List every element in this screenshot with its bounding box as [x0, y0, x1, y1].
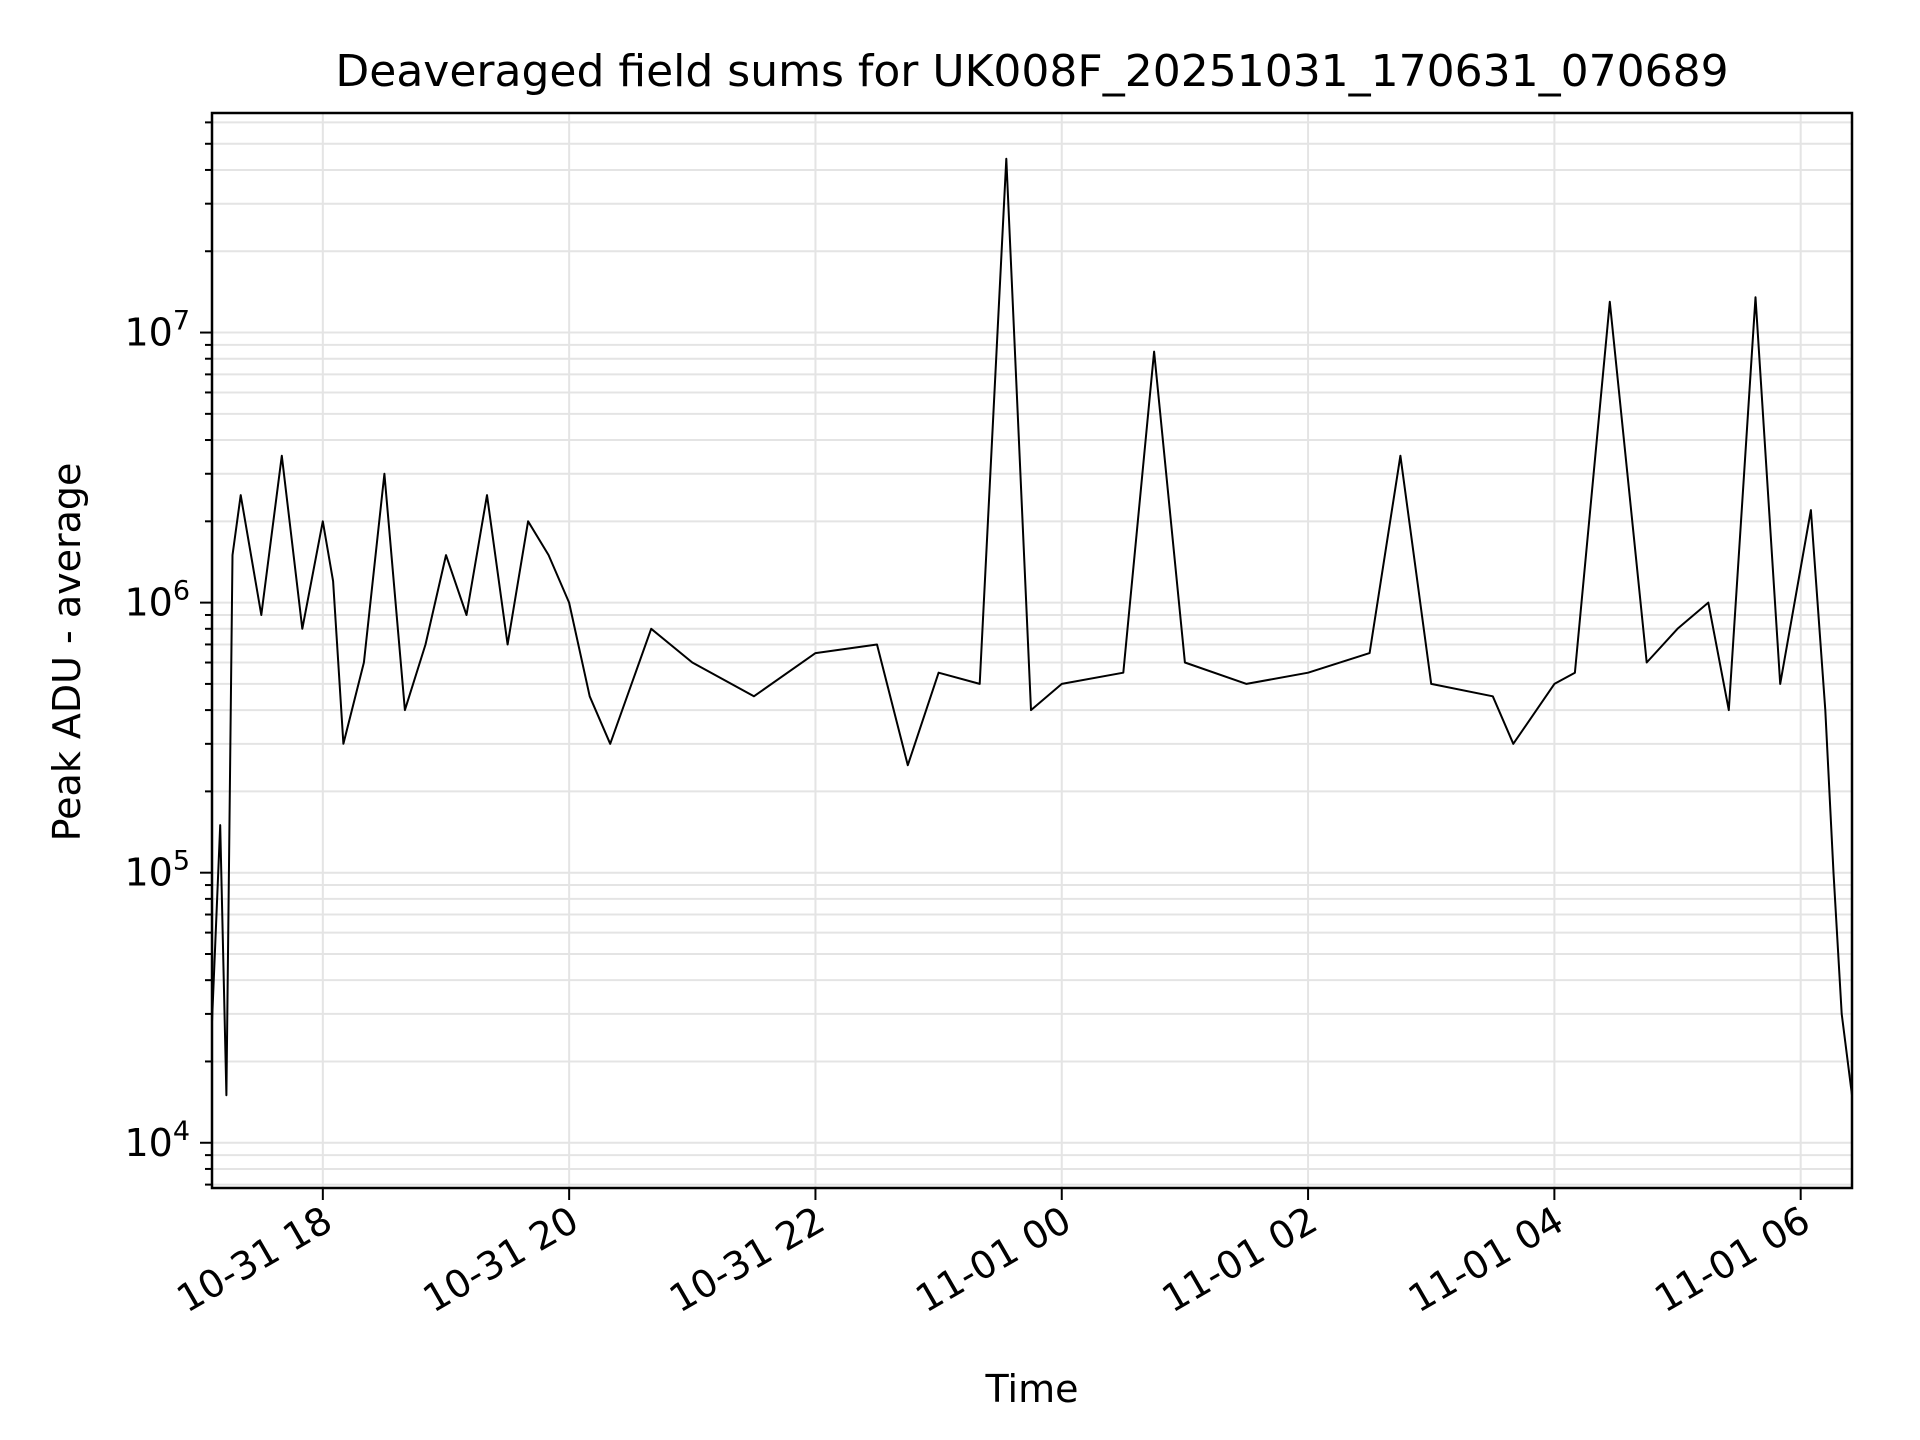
series-line [211, 157, 1853, 1097]
x-tick-label: 10-31 22 [662, 1198, 832, 1322]
y-axis-label: Peak ADU - average [45, 463, 89, 842]
x-axis: 10-31 18 10-31 20 10-31 22 11-01 00 11-01 02… [169, 1188, 1817, 1321]
y-tick-label: 106 [124, 576, 190, 625]
x-tick-label: 10-31 20 [416, 1198, 586, 1322]
x-tick-label: 11-01 02 [1155, 1198, 1325, 1322]
x-axis-label: Time [985, 1367, 1079, 1411]
x-tick-label: 10-31 18 [169, 1198, 339, 1322]
gridlines [212, 113, 1852, 1188]
x-tick-label: 11-01 00 [908, 1198, 1078, 1322]
y-axis: 104 105 106 107 [124, 121, 212, 1186]
chart-title: Deaveraged field sums for UK008F_2025103… [335, 46, 1728, 97]
y-tick-label: 107 [124, 306, 190, 355]
x-tick-label: 11-01 06 [1647, 1198, 1817, 1322]
plot-frame [210, 111, 1854, 1190]
data-series [211, 157, 1853, 1097]
x-tick-label: 11-01 04 [1401, 1198, 1571, 1322]
y-tick-label: 104 [124, 1116, 190, 1165]
y-tick-label: 105 [124, 846, 190, 895]
